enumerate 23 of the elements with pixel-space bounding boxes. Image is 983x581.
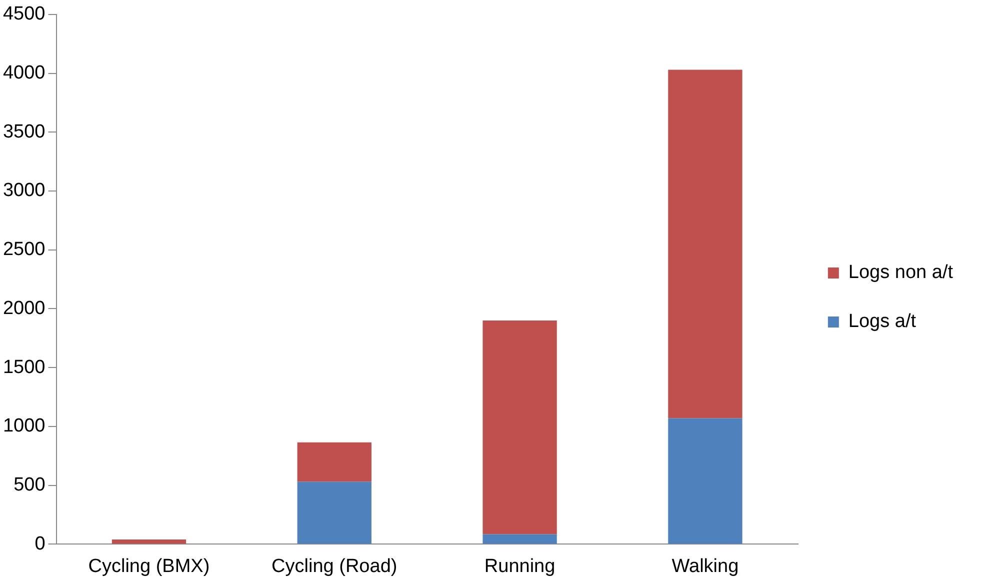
bar — [482, 534, 557, 544]
x-tick-label: Cycling (BMX) — [88, 556, 210, 577]
bar — [668, 70, 742, 418]
y-tick-label: 500 — [14, 474, 46, 496]
bar — [297, 482, 372, 544]
bar — [668, 418, 742, 544]
x-tick-label: Running — [484, 556, 556, 577]
legend-label: Logs non a/t — [848, 262, 954, 284]
y-tick-label: 1500 — [2, 356, 46, 378]
y-tick-label: 2500 — [2, 239, 46, 260]
bar — [482, 320, 557, 534]
legend-label: Logs a/t — [848, 311, 917, 332]
y-tick-label: 4000 — [2, 62, 46, 84]
y-tick-label: 0 — [34, 533, 46, 554]
y-tick-label: 3500 — [2, 121, 46, 142]
y-tick-label: 4500 — [2, 4, 46, 25]
y-tick-label: 2000 — [2, 298, 46, 319]
y-tick-label: 3000 — [2, 180, 46, 202]
bar — [112, 539, 186, 544]
x-tick-label: Cycling (Road) — [272, 556, 398, 577]
y-tick-label: 1000 — [2, 416, 46, 437]
bar — [297, 442, 372, 482]
x-tick-label: Walking — [672, 556, 739, 577]
